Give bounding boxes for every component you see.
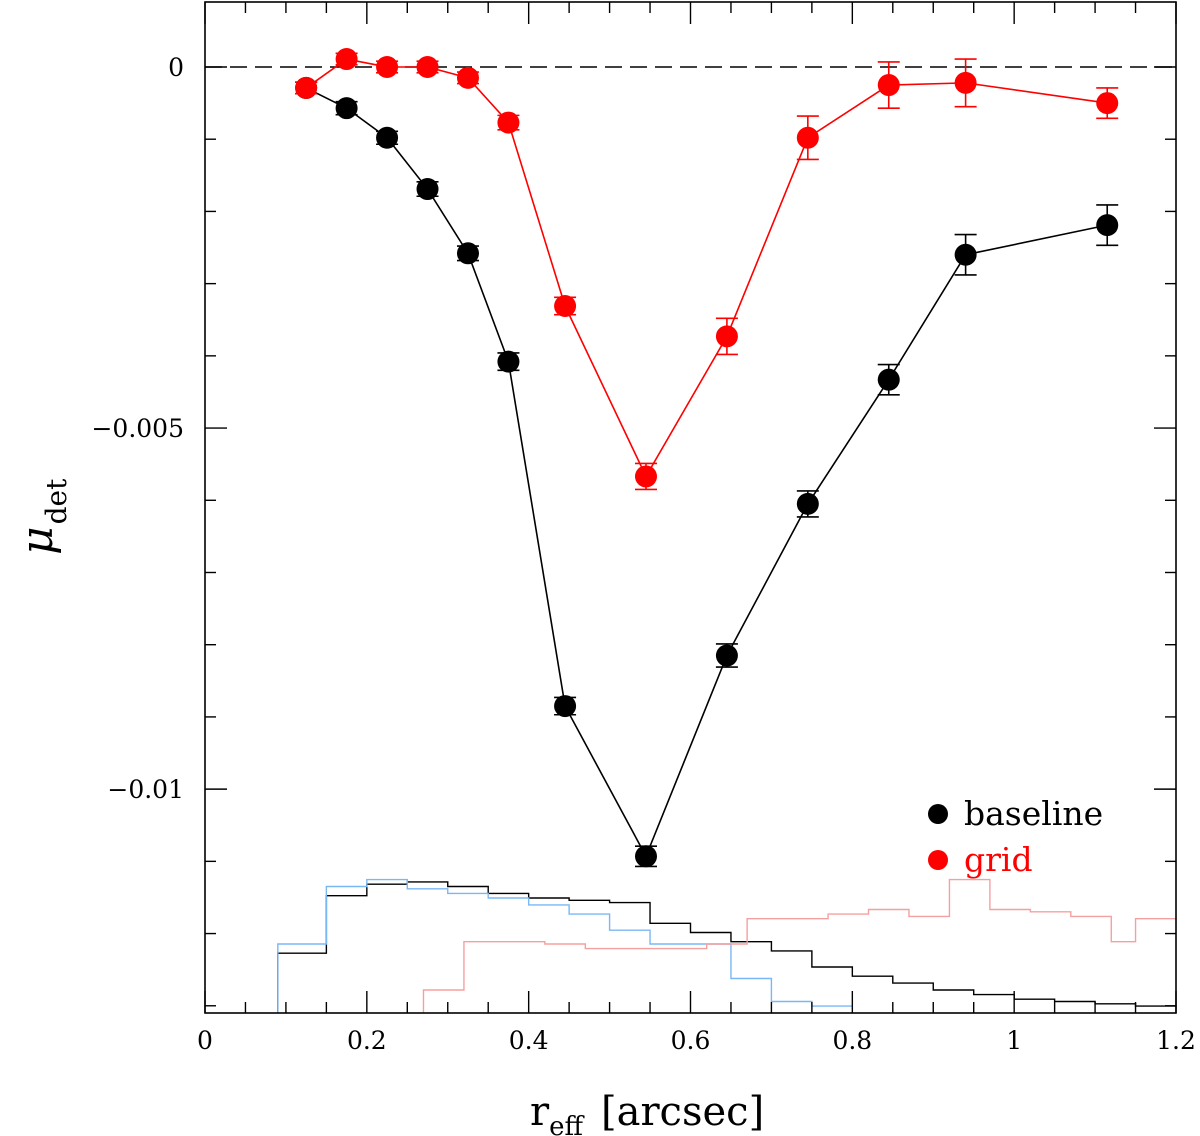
x-tick-label: 0.6 (671, 1026, 711, 1055)
x-axis-title-subscript: eff (549, 1112, 585, 1136)
data-point (295, 76, 318, 99)
x-axis-title-main: r (530, 1089, 550, 1135)
y-tick-label: −0.01 (107, 775, 184, 804)
data-point (497, 350, 520, 373)
legend-marker-baseline (928, 804, 948, 824)
y-tick-label: −0.005 (91, 414, 184, 443)
data-point (715, 325, 738, 348)
data-point (634, 845, 657, 868)
data-point (1096, 214, 1119, 237)
x-axis-title: reff [arcsec] (530, 1089, 764, 1136)
series-grid (295, 48, 1119, 491)
series-line-grid (305, 58, 1108, 479)
series-layer (295, 48, 1119, 868)
data-point (877, 368, 900, 391)
series-line-baseline (305, 87, 1108, 859)
legend-label-baseline: baseline (964, 794, 1103, 833)
data-point (335, 48, 358, 71)
histogram-2 (422, 878, 1176, 1013)
data-point (554, 295, 577, 318)
data-point (634, 465, 657, 488)
data-point (877, 74, 900, 97)
data-point (796, 126, 819, 149)
data-point (376, 126, 399, 149)
data-point (497, 111, 520, 134)
data-point (954, 243, 977, 266)
x-axis-title-unit: [arcsec] (601, 1089, 764, 1135)
histogram-1 (277, 878, 853, 1013)
x-tick-label: 1 (1006, 1026, 1022, 1055)
y-tick-label: 0 (168, 53, 184, 82)
data-point (715, 644, 738, 667)
data-point (335, 97, 358, 120)
data-point (416, 178, 439, 201)
legend: baseline grid (928, 794, 1103, 879)
x-tick-label: 1.2 (1156, 1026, 1196, 1055)
y-axis-title-subscript: det (40, 478, 73, 524)
x-tick-label: 0.8 (832, 1026, 872, 1055)
histogram-0 (277, 881, 1177, 1013)
legend-marker-grid (928, 850, 948, 870)
svg-text:reff[arcsec]: reff [arcsec] (530, 1089, 764, 1136)
data-point (1096, 92, 1119, 115)
legend-label-grid: grid (964, 840, 1033, 879)
series-baseline (295, 76, 1119, 868)
y-axis-title-main: μ (12, 526, 63, 555)
data-point (456, 66, 479, 89)
svg-text:μdet: μdet (12, 478, 73, 555)
x-tick-label: 0.2 (347, 1026, 387, 1055)
y-axis-title: μdet (12, 478, 73, 555)
data-point (456, 242, 479, 265)
data-point (416, 55, 439, 78)
data-point (376, 55, 399, 78)
data-point (796, 492, 819, 515)
x-tick-label: 0.4 (509, 1026, 549, 1055)
histogram-layer (277, 878, 1177, 1013)
data-point (954, 71, 977, 94)
data-point (554, 695, 577, 718)
axes-frame: 0 0.2 0.4 0.6 0.8 1 1.2 0 −0.005 −0.01 (91, 1, 1196, 1055)
x-tick-label: 0 (197, 1026, 213, 1055)
